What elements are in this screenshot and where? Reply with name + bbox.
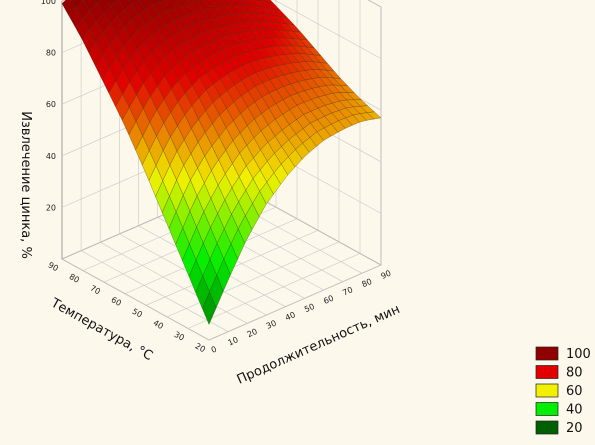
- z-tick-label: 80: [46, 49, 56, 58]
- x-tick-label: 70: [341, 285, 354, 297]
- legend-label: 40: [566, 403, 583, 418]
- legend-swatch: [535, 420, 559, 435]
- z-axis-title: Извлечение цинка, %: [18, 111, 33, 259]
- x-axis-title: Продолжительность, мин: [235, 302, 403, 388]
- z-tick-label: 100: [41, 0, 56, 6]
- x-tick-label: 60: [322, 294, 335, 306]
- x-tick-label: 0: [210, 345, 218, 355]
- y-axis-title: Температура, °С: [47, 295, 155, 364]
- legend-label: 80: [566, 366, 583, 381]
- legend-swatch: [535, 383, 559, 398]
- legend-label: 60: [566, 384, 583, 399]
- y-gridline: [166, 0, 340, 318]
- y-tick-label: 70: [89, 284, 102, 297]
- y-gridline: [208, 7, 382, 341]
- x-tick-label: 20: [246, 327, 259, 339]
- y-tick-label: 30: [173, 330, 186, 343]
- legend: 100 80 60 40 20: [535, 346, 591, 436]
- surface-patch: [202, 291, 217, 325]
- x-tick-label: 40: [284, 310, 297, 322]
- x-tick-label: 80: [360, 277, 373, 289]
- legend-swatch: [535, 365, 559, 379]
- y-tick-label: 40: [152, 318, 165, 331]
- legend-label: 100: [566, 347, 591, 362]
- surface: [61, 0, 382, 325]
- legend-swatch: [535, 346, 559, 361]
- x-tick-label: 10: [227, 335, 240, 347]
- y-tick-label: 90: [47, 260, 60, 273]
- z-tick-label: 20: [46, 203, 56, 212]
- legend-label: 20: [566, 421, 583, 436]
- tick-labels: 20 40 60 80 100 0 10 20 30 40 50 60 70 80 90 20 30 40 50 60…: [41, 0, 393, 355]
- y-tick-label: 80: [68, 272, 81, 285]
- legend-swatch: [535, 402, 559, 416]
- z-tick-label: 40: [46, 152, 56, 161]
- x-tick-label: 50: [303, 302, 316, 314]
- x-tick-label: 90: [379, 269, 392, 281]
- y-gridline: [187, 0, 361, 329]
- x-tick-label: 30: [265, 319, 278, 331]
- y-tick-label: 50: [131, 307, 144, 320]
- z-tick-label: 60: [46, 100, 56, 109]
- y-tick-label: 20: [194, 341, 207, 354]
- surface-patch: [94, 0, 101, 4]
- y-tick-label: 60: [110, 295, 123, 308]
